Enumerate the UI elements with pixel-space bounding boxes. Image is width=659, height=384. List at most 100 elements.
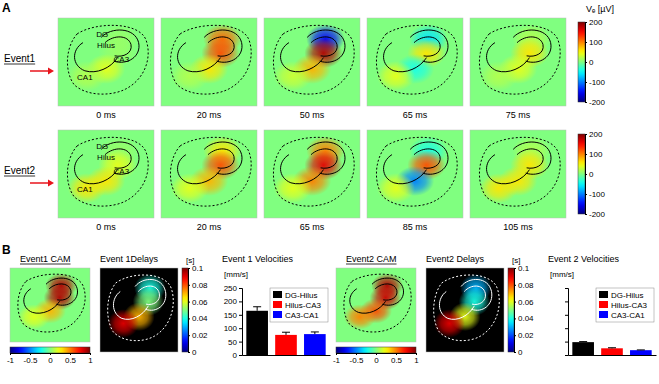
tick-label: -100: [589, 78, 606, 87]
tick-label: 0: [192, 348, 197, 357]
activity: [68, 136, 139, 203]
panel-label: B: [2, 243, 11, 257]
legend: DG-HilusHilus-CA3CA3-CA1: [596, 288, 654, 322]
axis-line: [189, 269, 191, 353]
activity-blob: [18, 304, 50, 329]
axis: -200-1000100200: [585, 130, 606, 219]
activity: [480, 136, 551, 203]
slice-outline: [67, 25, 148, 94]
tick-mark: [565, 301, 568, 302]
panel-title: Event 1Delays: [100, 254, 159, 264]
tick-label: 0.04: [192, 314, 208, 323]
activity-blob: [274, 61, 312, 91]
event-label: Event1: [4, 53, 36, 64]
tick-mark: [585, 194, 587, 195]
bar-chart: Event 2 Velocities[mm/s]DG-HilusHilus-CA…: [548, 254, 657, 356]
tick-mark: [514, 285, 516, 286]
tick: [565, 315, 568, 316]
tick-mark: [239, 301, 242, 302]
axis-line: [243, 355, 331, 356]
slice-outline: [434, 275, 500, 341]
slice-layer: [281, 155, 324, 184]
figure: AVₑ [µV]Event1DGHilusCA3CA10 ms20 ms50 m…: [0, 0, 659, 384]
slice-map: [470, 130, 566, 218]
error-bar-cap: [579, 341, 587, 342]
slice-map: [367, 130, 463, 218]
slice-map: [470, 18, 566, 106]
slice-layer: [517, 37, 543, 56]
tick: 0.02: [188, 331, 208, 340]
tick-label: 1: [414, 356, 419, 365]
slice-map: [100, 268, 178, 352]
tick-label: 0.02: [518, 331, 534, 340]
time-label: 65 ms: [300, 222, 325, 232]
tick-label: 0: [233, 351, 238, 360]
colorbar-title: Vₑ [µV]: [586, 4, 614, 14]
slice-boundary: [108, 275, 174, 341]
tick: 250: [224, 284, 242, 293]
map-background: [58, 130, 154, 218]
slice-map: DGHilusCA3CA1: [58, 130, 154, 218]
arrow-head: [48, 180, 54, 187]
slice-layer: [113, 292, 148, 320]
tick: [565, 301, 568, 302]
slice-boundary: [434, 275, 500, 341]
tick: -100: [585, 78, 606, 87]
panel-title: Event2 Delays: [426, 254, 485, 264]
slice-layer: [135, 279, 166, 310]
arrow-shaft: [30, 70, 49, 72]
axis-title: [mm/s]: [224, 270, 248, 279]
slice-layer: [517, 149, 543, 168]
legend-label: DG-Hilus: [611, 291, 643, 300]
slice-layer: [372, 278, 404, 305]
error-bar-cap: [637, 349, 645, 350]
colorbar-swatch: [578, 22, 585, 102]
map-frame: [336, 268, 416, 342]
panel-title: Event2 CAM: [346, 254, 397, 264]
legend-swatch: [273, 311, 282, 318]
tick-label: 0.1: [518, 264, 530, 273]
colorbar: -1-0.500.51: [333, 347, 419, 365]
activity-blob: [434, 309, 465, 338]
activity: [377, 136, 448, 203]
tick-mark: [585, 62, 587, 63]
slice-layer: [311, 37, 337, 56]
map-background: [470, 18, 566, 106]
slice-layer: [513, 142, 551, 174]
map-background: [426, 268, 504, 352]
slice-outline: [273, 25, 354, 94]
tick-label: 0.04: [518, 314, 534, 323]
axis: [565, 289, 569, 356]
slice-outline: [18, 274, 85, 332]
axis-line: [569, 355, 657, 356]
slice-layer: [461, 279, 492, 310]
time-label: 65 ms: [403, 110, 428, 120]
tick: 0.08: [188, 281, 208, 290]
map-background: [470, 130, 566, 218]
tick-label: -100: [589, 190, 606, 199]
tick-label: 0.06: [192, 298, 208, 307]
bar: [630, 350, 652, 355]
slice-boundary: [479, 25, 560, 94]
slice-layer: [487, 155, 530, 184]
slice-map: [367, 18, 463, 106]
region-label: CA3: [114, 167, 130, 176]
colorbar-swatch: [508, 268, 514, 352]
tick-label: -1: [333, 356, 341, 365]
activity: [377, 24, 448, 91]
region-label: CA3: [114, 55, 130, 64]
underline: [4, 64, 35, 65]
slice-layer: [311, 149, 337, 168]
activity-blob: [480, 61, 518, 91]
tick: [565, 288, 568, 289]
colorbar-swatch: [182, 268, 188, 352]
tick: 0.5: [391, 353, 403, 365]
map-background: [264, 130, 360, 218]
slice-boundary: [18, 274, 85, 332]
slice-layer: [410, 30, 448, 62]
tick: 0: [188, 348, 197, 357]
legend-label: Hilus-CA3: [611, 301, 648, 310]
tick: 0.04: [514, 314, 534, 323]
tick: 150: [224, 311, 242, 320]
slice-layer: [414, 149, 440, 168]
